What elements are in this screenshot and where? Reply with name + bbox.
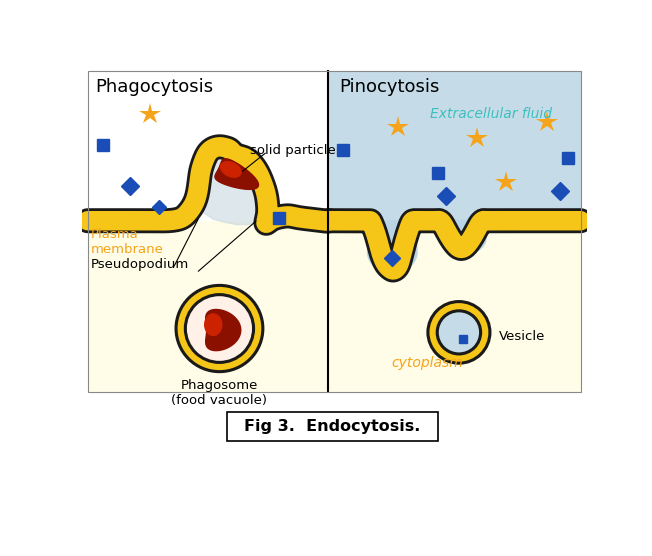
Bar [88, 221, 328, 391]
Circle shape [439, 312, 479, 353]
Text: solid particle: solid particle [250, 143, 336, 157]
Circle shape [175, 284, 265, 373]
Text: Vesicle: Vesicle [499, 330, 546, 342]
Circle shape [177, 287, 261, 370]
Text: Fig 3.  Endocytosis.: Fig 3. Endocytosis. [244, 419, 421, 434]
Text: Pseudopodium: Pseudopodium [91, 257, 189, 271]
Polygon shape [205, 310, 241, 351]
Bar [88, 71, 580, 391]
Circle shape [187, 296, 252, 361]
Polygon shape [200, 147, 266, 225]
Text: Pinocytosis: Pinocytosis [339, 77, 439, 96]
Bar [328, 71, 580, 221]
Circle shape [426, 300, 492, 365]
Text: Plasma
membrane: Plasma membrane [91, 229, 164, 256]
Circle shape [436, 309, 482, 355]
Polygon shape [215, 159, 258, 190]
Bar [227, 411, 438, 441]
Polygon shape [205, 314, 222, 335]
Text: Phagocytosis: Phagocytosis [95, 77, 214, 96]
Bar [88, 71, 328, 221]
Bar [328, 221, 580, 391]
Text: cytoplasm: cytoplasm [391, 356, 464, 370]
Polygon shape [439, 221, 486, 255]
Text: Extracellular fluid: Extracellular fluid [430, 107, 552, 121]
Circle shape [430, 303, 488, 361]
Text: Phagosome
(food vacuole): Phagosome (food vacuole) [171, 379, 267, 408]
Circle shape [184, 293, 255, 364]
Polygon shape [368, 221, 417, 273]
Polygon shape [220, 162, 241, 177]
